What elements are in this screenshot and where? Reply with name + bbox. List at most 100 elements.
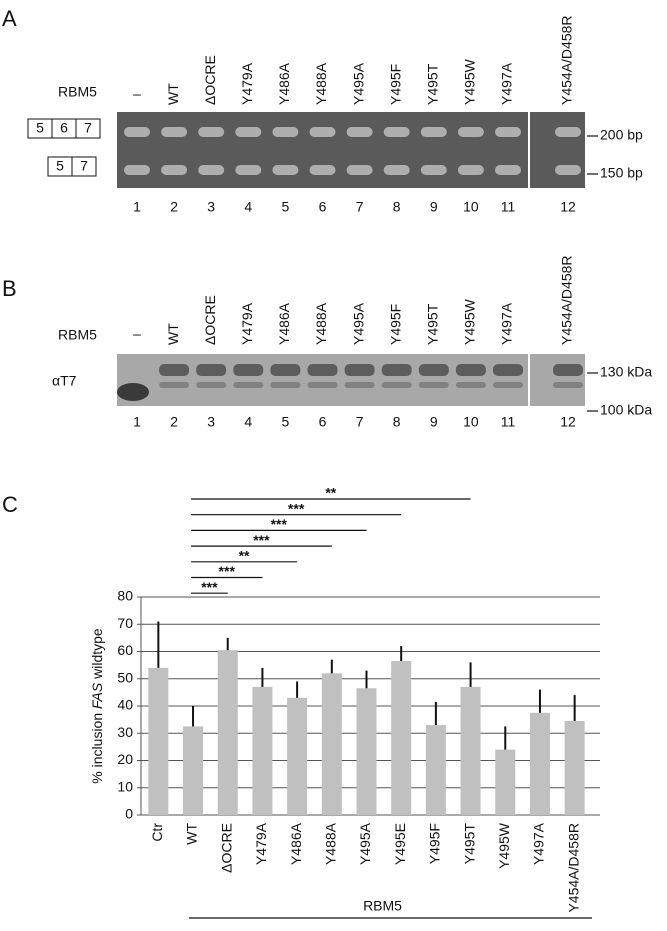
gel: [117, 112, 585, 188]
band: [493, 382, 523, 388]
band: [383, 127, 410, 137]
band: [233, 382, 264, 388]
lane-number: 1: [133, 414, 141, 430]
band: [555, 165, 581, 175]
band: [161, 165, 188, 175]
marker-label: 200 bp: [600, 127, 643, 143]
x-tick-label: Y495T: [461, 823, 477, 865]
band: [495, 127, 521, 137]
marker-label: 150 bp: [600, 165, 643, 181]
significance-label: ***: [288, 500, 305, 516]
band: [307, 364, 338, 376]
x-tick-label: WT: [184, 823, 200, 845]
band: [198, 127, 225, 137]
panel-label: C: [2, 492, 18, 517]
lane-label: Y495F: [387, 64, 403, 105]
lane-label: Y495A: [350, 62, 366, 105]
lane-number: 5: [282, 414, 290, 430]
band: [420, 127, 447, 137]
x-tick-label: Y495A: [357, 822, 373, 865]
lane-number: 8: [393, 414, 401, 430]
band: [381, 382, 412, 388]
lane-number: 2: [170, 414, 178, 430]
y-tick-label: 70: [117, 615, 133, 631]
lane-label: Y488A: [313, 62, 329, 105]
panel-label: B: [2, 276, 17, 301]
band: [555, 127, 581, 137]
x-tick-label: Y495F: [427, 823, 443, 864]
y-axis-label-part: FAS: [89, 682, 105, 709]
lane-label: Y495F: [387, 304, 403, 345]
band: [235, 127, 262, 137]
y-tick-label: 50: [117, 669, 133, 685]
bar: [183, 726, 204, 815]
y-tick-label: 40: [117, 697, 133, 713]
lane-label: ΔOCRE: [202, 295, 218, 345]
lane-label: Y488A: [313, 302, 329, 345]
band: [307, 382, 338, 388]
x-tick-label: Y497A: [531, 822, 547, 865]
band: [161, 127, 188, 137]
x-tick-label: Ctr: [149, 823, 165, 842]
lane-label: WT: [165, 83, 181, 105]
lane-label: Y479A: [239, 302, 255, 345]
exon-box: [75, 118, 101, 139]
significance-label: ***: [271, 516, 288, 532]
significance-label: ***: [219, 563, 236, 579]
band: [309, 127, 336, 137]
bar: [252, 686, 273, 815]
lane-number: 7: [356, 199, 364, 215]
lane-number: 1: [133, 199, 141, 215]
lane-number: 3: [207, 199, 215, 215]
significance-label: **: [325, 485, 336, 501]
exon-label: 5: [56, 158, 64, 174]
y-tick-label: 80: [117, 588, 133, 604]
lane-label: Y479A: [239, 62, 255, 105]
lane-number: 6: [319, 199, 327, 215]
lane-label: WT: [165, 323, 181, 345]
antibody-label: αT7: [52, 373, 77, 389]
lane-number: 4: [244, 199, 252, 215]
band: [196, 364, 227, 376]
x-tick-label: Y495W: [496, 822, 512, 869]
marker-label: 130 kDa: [600, 364, 652, 380]
lane-number: 7: [356, 414, 364, 430]
band: [124, 165, 150, 175]
lane-label: Y486A: [276, 62, 292, 105]
bar: [217, 650, 238, 815]
band: [272, 127, 299, 137]
band: [383, 165, 410, 175]
lane-number: 4: [244, 414, 252, 430]
exon-box: [71, 156, 97, 177]
significance-label: ***: [253, 532, 270, 548]
lane-label: Y495T: [425, 63, 441, 105]
band: [346, 165, 373, 175]
exon-label: 5: [36, 120, 44, 136]
band: [159, 382, 190, 388]
lane-number: 12: [560, 414, 576, 430]
x-tick-label: Y479A: [253, 822, 269, 865]
lane-number: 10: [463, 414, 479, 430]
y-tick-label: 10: [117, 778, 133, 794]
lane-number: 10: [463, 199, 479, 215]
lane-number: 12: [560, 199, 576, 215]
panel-label: A: [2, 6, 17, 31]
exon-label: 7: [80, 158, 88, 174]
band: [270, 364, 301, 376]
band: [346, 127, 373, 137]
x-tick-label: Y486A: [288, 822, 304, 865]
band: [418, 364, 449, 376]
bar: [460, 686, 481, 815]
lane-number: 5: [282, 199, 290, 215]
lane-label: Y497A: [499, 302, 515, 345]
band: [455, 364, 486, 376]
band: [270, 382, 301, 388]
y-axis-label: % inclusion FAS wildtype: [89, 628, 105, 784]
lane-number: 11: [501, 199, 516, 215]
x-tick-label: Y495E: [392, 823, 408, 865]
lane-label: Y454A/D458R: [559, 15, 575, 105]
bar: [356, 688, 377, 815]
group-label: RBM5: [363, 898, 402, 914]
lane-label: Y454A/D458R: [559, 255, 575, 345]
row-label: RBM5: [58, 84, 97, 100]
